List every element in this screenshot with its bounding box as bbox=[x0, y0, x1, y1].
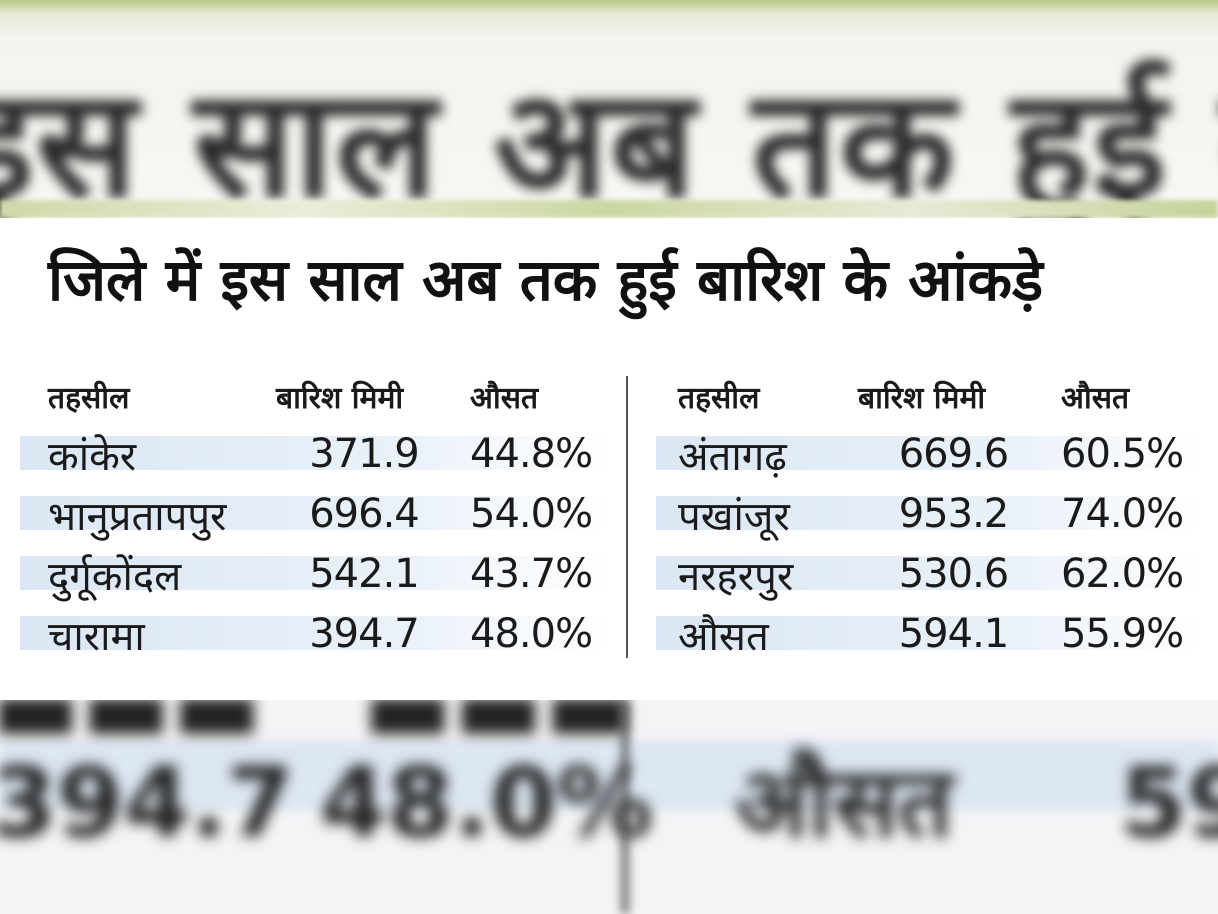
blurred-photo-strip bbox=[0, 200, 1218, 218]
average-value: 60.5% bbox=[1061, 431, 1184, 477]
rain-mm-value: 696.4 bbox=[309, 491, 420, 537]
rain-mm-value: 669.6 bbox=[898, 431, 1010, 477]
average-value: 54.0% bbox=[470, 491, 593, 537]
column-divider bbox=[626, 376, 628, 658]
table-row: चारामा 394.7 48.0% bbox=[20, 604, 610, 664]
rainfall-table-left: तहसील बारिश मिमी औसत कांकेर 371.9 44.8% … bbox=[20, 368, 610, 664]
tehsil-name: दुर्गूकोंदल bbox=[48, 553, 182, 600]
rainfall-article-card: जिले में इस साल अब तक हुई बारिश के आंकड़… bbox=[0, 218, 1218, 700]
column-header-rain-mm: बारिश मिमी bbox=[858, 380, 986, 416]
average-value: 44.8% bbox=[470, 431, 593, 477]
column-header-rain-mm: बारिश मिमी bbox=[276, 380, 404, 416]
tehsil-name: नरहरपुर bbox=[678, 553, 794, 600]
tehsil-name: अंतागढ़ bbox=[678, 433, 787, 480]
table-row: दुर्गूकोंदल 542.1 43.7% bbox=[20, 544, 610, 604]
average-value: 74.0% bbox=[1061, 491, 1184, 537]
column-header-tehsil: तहसील bbox=[48, 380, 130, 416]
blurred-background-headline: इस साल अब तक हुई बारिश bbox=[0, 58, 1218, 218]
table-row: औसत 594.1 55.9% bbox=[656, 604, 1201, 664]
average-value: 55.9% bbox=[1061, 611, 1184, 657]
blurred-ghost-value: 59 bbox=[1120, 747, 1218, 859]
average-value: 62.0% bbox=[1061, 551, 1184, 597]
table-header-row: तहसील बारिश मिमी औसत bbox=[656, 368, 1201, 424]
column-header-average: औसत bbox=[1061, 380, 1130, 416]
rain-mm-value: 530.6 bbox=[898, 551, 1010, 597]
tehsil-name: कांकेर bbox=[48, 433, 137, 480]
tehsil-name: औसत bbox=[678, 613, 769, 660]
rain-mm-value: 594.1 bbox=[898, 611, 1010, 657]
column-header-average: औसत bbox=[470, 380, 539, 416]
table-row: नरहरपुर 530.6 62.0% bbox=[656, 544, 1201, 604]
page-title: जिले में इस साल अब तक हुई बारिश के आंकड़… bbox=[48, 246, 1044, 314]
average-value: 43.7% bbox=[470, 551, 593, 597]
blurred-ghost-row-top: ▬▬▬ ▬▬▬ bbox=[0, 700, 635, 764]
tehsil-name: पखांजूर bbox=[678, 493, 790, 540]
tehsil-name: चारामा bbox=[48, 613, 145, 660]
blurred-ghost-value: औसत bbox=[735, 747, 953, 859]
blurred-background-bottom: ▬▬▬ ▬▬▬ 394.7 48.0% औसत 59 bbox=[0, 700, 1218, 914]
rain-mm-value: 953.2 bbox=[898, 491, 1010, 537]
tehsil-name: भानुप्रतापपुर bbox=[48, 493, 227, 540]
rain-mm-value: 394.7 bbox=[309, 611, 420, 657]
blurred-background-top: इस साल अब तक हुई बारिश bbox=[0, 0, 1218, 218]
blurred-ghost-value: 394.7 bbox=[0, 747, 294, 859]
blurred-ghost-value: 48.0% bbox=[320, 747, 654, 859]
average-value: 48.0% bbox=[470, 611, 593, 657]
rain-mm-value: 542.1 bbox=[309, 551, 420, 597]
table-row: अंतागढ़ 669.6 60.5% bbox=[656, 424, 1201, 484]
rain-mm-value: 371.9 bbox=[309, 431, 420, 477]
rainfall-table-right: तहसील बारिश मिमी औसत अंतागढ़ 669.6 60.5%… bbox=[656, 368, 1201, 664]
table-row: भानुप्रतापपुर 696.4 54.0% bbox=[20, 484, 610, 544]
column-header-tehsil: तहसील bbox=[678, 380, 760, 416]
table-header-row: तहसील बारिश मिमी औसत bbox=[20, 368, 610, 424]
table-row: कांकेर 371.9 44.8% bbox=[20, 424, 610, 484]
table-row: पखांजूर 953.2 74.0% bbox=[656, 484, 1201, 544]
blurred-row-band bbox=[0, 740, 1218, 810]
blurred-ghost-divider bbox=[622, 700, 628, 914]
